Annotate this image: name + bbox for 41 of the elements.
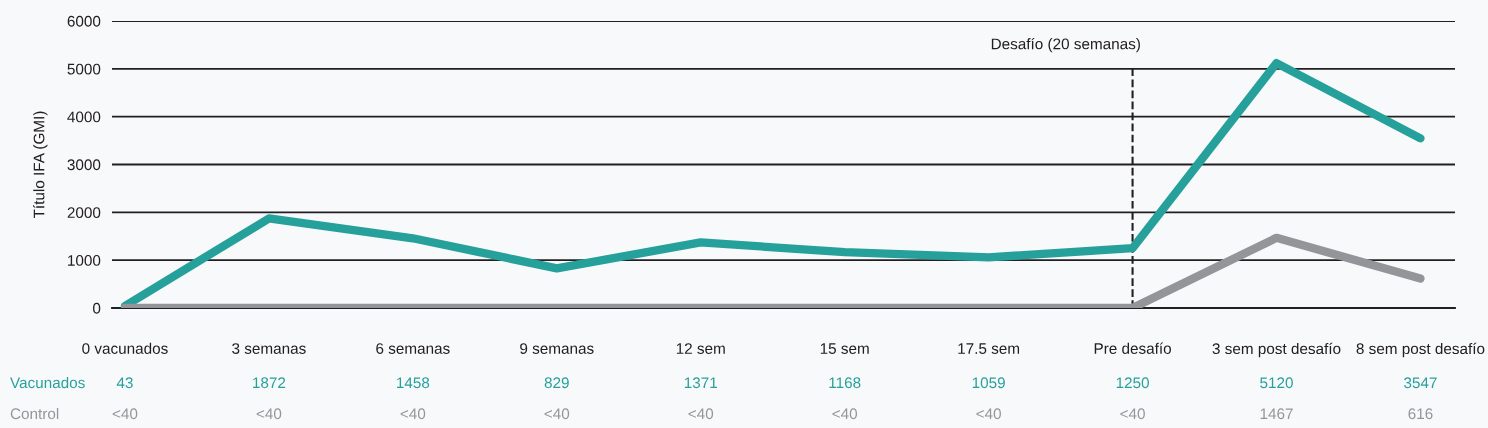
data-label: 616 — [1408, 408, 1433, 420]
data-label: 1467 — [1260, 408, 1293, 420]
data-label: <40 — [112, 408, 138, 420]
y-tick-label: 6000 — [67, 15, 101, 27]
data-label: 43 — [116, 377, 133, 389]
x-tick-label: 17.5 sem — [958, 343, 1020, 354]
text: Control — [10, 407, 59, 420]
x-tick-label: 6 semanas — [376, 343, 450, 354]
x-tick-label: 3 sem post desafío — [1212, 342, 1341, 358]
y-tick-label: 1000 — [68, 255, 101, 266]
data-label: <40 — [976, 408, 1001, 420]
y-tick-label: 4000 — [67, 111, 101, 123]
x-tick-label: 3 semanas — [232, 343, 306, 354]
data-label: 1168 — [829, 377, 861, 389]
data-label: 5120 — [1260, 377, 1293, 389]
data-label: <40 — [544, 408, 570, 420]
data-label: 1059 — [972, 377, 1005, 389]
y-tick-label: 0 — [92, 302, 101, 314]
y-axis-title: Título IFA (GMI) — [33, 111, 48, 219]
data-label: <40 — [688, 408, 714, 420]
data-label: 1872 — [253, 377, 286, 389]
x-tick-label: 9 semanas — [520, 343, 594, 354]
data-label: <40 — [256, 408, 282, 420]
text: Vacunados — [10, 376, 85, 389]
x-tick-label: Pre desafío — [1094, 342, 1171, 354]
data-label: <40 — [400, 408, 426, 420]
data-label: <40 — [832, 408, 858, 420]
data-label: 1250 — [1116, 377, 1149, 389]
x-tick-label: 0 vacunados — [82, 342, 168, 354]
y-tick-label: 3000 — [67, 159, 101, 171]
x-tick-label: 8 sem post desafío — [1356, 342, 1485, 358]
data-label: 1458 — [397, 377, 430, 389]
x-tick-label: 15 sem — [820, 343, 869, 354]
ref-line-label: Desafío (20 semanas) — [991, 37, 1140, 53]
data-label: 3547 — [1404, 377, 1437, 389]
y-tick-label: 5000 — [67, 63, 101, 75]
data-label: <40 — [1120, 408, 1145, 420]
x-tick-label: 12 sem — [676, 343, 725, 354]
data-label: 829 — [544, 377, 569, 389]
data-label: 1371 — [684, 377, 717, 389]
y-tick-label: 2000 — [67, 207, 101, 219]
